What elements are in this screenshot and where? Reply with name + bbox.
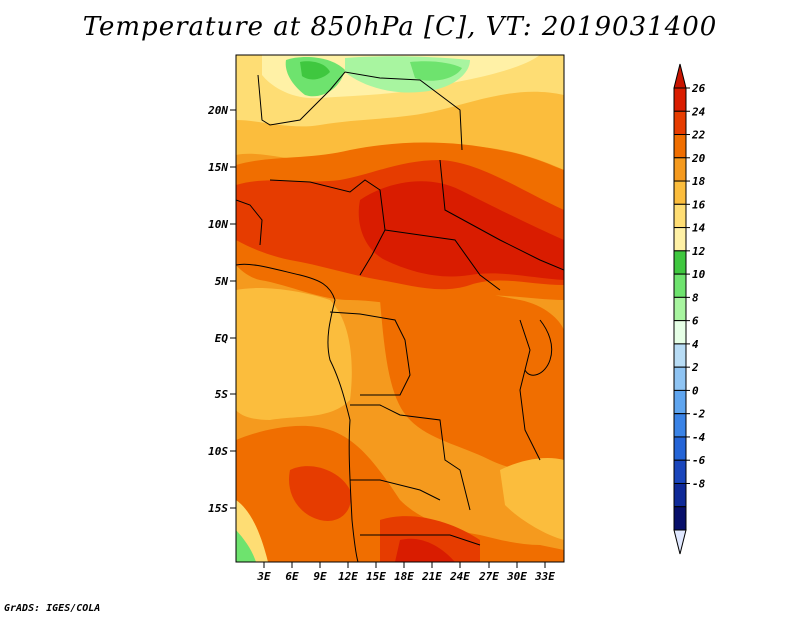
lon-axis: 3E 6E 9E 12E 15E 18E 21E 24E 27E 30E 33E: [256, 562, 555, 583]
colorbar-swatch: [673, 366, 687, 391]
map-title: Temperature at 850hPa [C], VT: 201903140…: [82, 12, 718, 42]
lon-tick-label: 24E: [449, 570, 470, 583]
lat-axis: 20N 15N 10N 5N EQ 5S 10S 15S: [207, 104, 236, 515]
colorbar-label: 8: [692, 291, 699, 304]
field-core-26: [358, 181, 564, 280]
colorbar-label: 26: [691, 82, 706, 95]
lon-tick-label: 15E: [366, 570, 386, 583]
colorbar-label: 24: [691, 105, 706, 118]
colorbar-swatch: [673, 180, 687, 205]
colorbar-swatch: [673, 320, 687, 345]
field-green-n-core: [410, 61, 462, 81]
colorbar-label: 2: [691, 361, 699, 374]
lon-tick-label: 21E: [421, 570, 442, 583]
colorbar-swatch: [673, 436, 687, 461]
colorbar-label: 22: [691, 129, 706, 142]
lon-tick-label: 30E: [506, 570, 527, 583]
colorbar-label: 10: [692, 268, 706, 281]
field-southwest-22: [236, 425, 564, 562]
lon-tick-label: 33E: [534, 570, 555, 583]
lon-tick-label: 9E: [313, 570, 327, 583]
colorbar-label: -4: [692, 431, 706, 444]
colorbar-swatch: [673, 389, 687, 415]
field-sw-12: [236, 530, 256, 562]
colorbar-swatch: [673, 343, 687, 368]
lon-tick-label: 6E: [285, 570, 299, 583]
colorbar-label: 4: [692, 338, 699, 351]
lat-tick-label: 10N: [208, 218, 228, 231]
colorbar-label: -6: [692, 454, 706, 467]
colorbar-swatch: [673, 296, 687, 322]
colorbar-label: -2: [692, 408, 706, 421]
lat-tick-label: 20N: [207, 104, 228, 117]
colorbar-swatch: [673, 134, 687, 159]
country-borders: [236, 71, 564, 562]
lon-tick-label: 18E: [394, 570, 414, 583]
colorbar-label: 16: [692, 198, 706, 211]
colorbar-bottom-arrow: [673, 529, 687, 555]
colorbar-label: -8: [692, 477, 706, 490]
field-green-nw-core: [300, 61, 330, 80]
credit-text: GrADS: IGES/COLA: [4, 603, 101, 614]
temperature-field: [236, 55, 564, 562]
colorbar-label: 18: [692, 175, 706, 188]
field-sw-24: [289, 466, 351, 521]
colorbar-swatch: [673, 482, 687, 508]
colorbar-label: 20: [691, 152, 706, 165]
lat-tick-label: 15S: [208, 502, 228, 515]
field-south-22: [380, 290, 564, 472]
colorbar-swatch: [673, 413, 687, 438]
lat-tick-label: 15N: [208, 161, 228, 174]
colorbar-swatch: [673, 227, 687, 252]
field-s-26: [395, 538, 455, 562]
colorbar-swatch: [673, 273, 687, 298]
lon-tick-label: 12E: [338, 570, 358, 583]
colorbar-label: 14: [692, 222, 706, 235]
colorbar-swatch: [673, 250, 687, 275]
colorbar-swatch: [673, 506, 687, 531]
colorbar-swatch: [673, 459, 687, 484]
colorbar-swatch: [673, 157, 687, 182]
colorbar-swatch: [673, 87, 687, 112]
lat-tick-label: EQ: [215, 332, 229, 345]
lat-tick-label: 5S: [215, 388, 229, 401]
lon-tick-label: 27E: [478, 570, 499, 583]
colorbar-swatch: [673, 203, 687, 229]
field-west-18: [236, 288, 352, 420]
colorbar-top-arrow: [673, 63, 687, 89]
field-se-18: [500, 458, 564, 540]
colorbar-label: 6: [692, 315, 699, 328]
lon-tick-label: 3E: [256, 570, 271, 583]
colorbar-label: 0: [692, 384, 699, 397]
map-frame: [235, 54, 565, 563]
colorbar-swatch: [673, 110, 687, 136]
colorbar-label: 12: [692, 245, 706, 258]
lat-tick-label: 5N: [215, 275, 229, 288]
lat-tick-label: 10S: [208, 445, 228, 458]
